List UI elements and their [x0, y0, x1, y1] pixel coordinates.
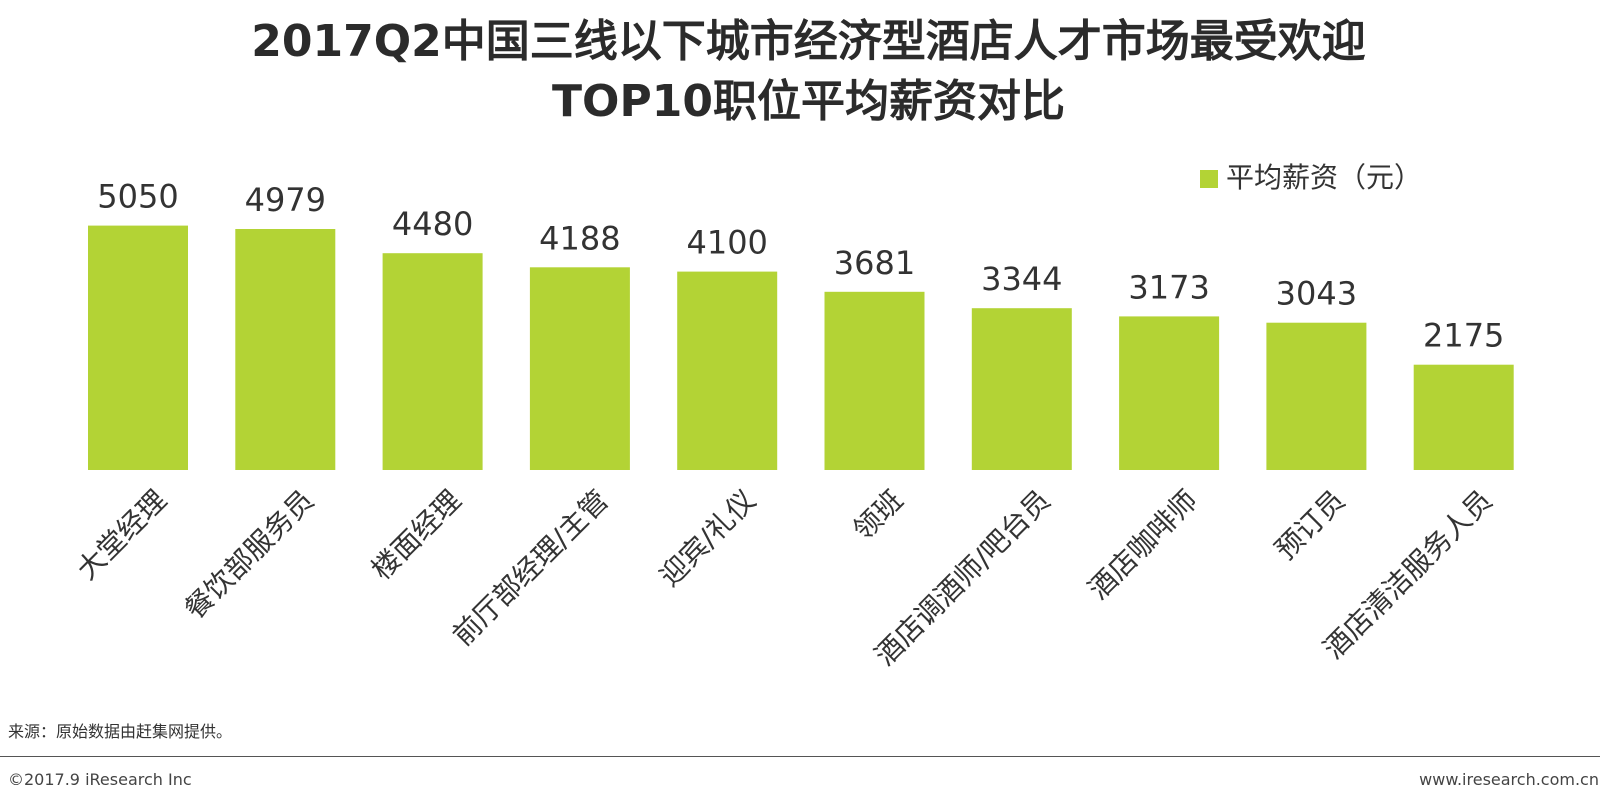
source-note: 来源：原始数据由赶集网提供。: [8, 722, 233, 741]
bar-2: [235, 229, 336, 470]
category-label-8: 酒店咖啡师: [1082, 484, 1204, 606]
value-labels-group: 5050 4979 4480 4188 4100 3681 3344 3173 3043 2175: [97, 178, 1504, 355]
bar-chart: 平均薪资（元） 5050 4979 4480 4188 4100 3681 3344 3173…: [70, 161, 1514, 672]
value-label-10: 2175: [1423, 317, 1504, 355]
value-label-4: 4188: [539, 219, 620, 257]
category-label-2: 餐饮部服务员: [178, 484, 320, 626]
value-label-9: 3043: [1276, 275, 1357, 313]
legend: 平均薪资（元）: [1200, 161, 1422, 194]
bar-8: [1119, 316, 1220, 470]
bar-9: [1266, 322, 1367, 470]
bar-5: [677, 271, 778, 470]
website-link[interactable]: www.iresearch.com.cn: [1419, 770, 1599, 789]
bar-4: [529, 267, 630, 470]
title-line-2: TOP10职位平均薪资对比: [552, 76, 1065, 127]
chart-title: 2017Q2中国三线以下城市经济型酒店人才市场最受欢迎 TOP10职位平均薪资对…: [0, 12, 1617, 132]
value-label-3: 4480: [392, 205, 473, 243]
value-label-7: 3344: [981, 260, 1062, 298]
legend-label: 平均薪资（元）: [1226, 161, 1422, 194]
bars-group: [88, 225, 1514, 470]
value-label-1: 5050: [97, 178, 178, 216]
footer-divider: [0, 756, 1600, 757]
bar-3: [382, 253, 483, 470]
category-label-9: 预订员: [1269, 484, 1352, 567]
category-label-5: 迎宾/礼仪: [653, 484, 762, 593]
value-label-8: 3173: [1128, 268, 1209, 306]
legend-swatch: [1200, 170, 1218, 188]
bar-10: [1413, 364, 1514, 470]
title-line-1: 2017Q2中国三线以下城市经济型酒店人才市场最受欢迎: [251, 16, 1366, 67]
category-label-6: 领班: [847, 484, 910, 547]
category-label-4: 前厅部经理/主管: [446, 484, 615, 653]
value-label-6: 3681: [834, 244, 915, 282]
value-label-5: 4100: [686, 224, 767, 262]
bar-1: [88, 225, 188, 470]
copyright-text: ©2017.9 iResearch Inc: [8, 770, 192, 789]
bar-7: [971, 308, 1072, 470]
bar-6: [824, 291, 925, 470]
value-label-2: 4979: [245, 181, 326, 219]
category-label-1: 大堂经理: [70, 484, 173, 587]
category-label-3: 楼面经理: [365, 484, 468, 587]
